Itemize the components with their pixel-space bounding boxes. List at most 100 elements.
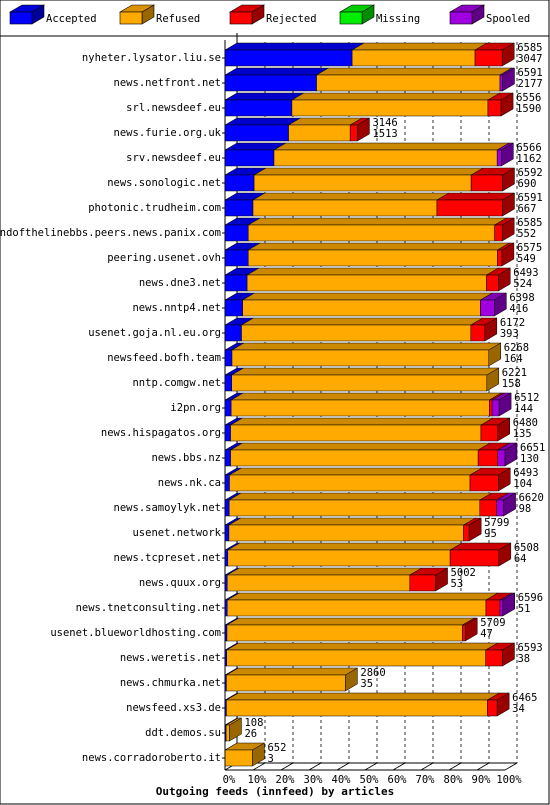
offered-label: 6596 [518,592,543,604]
x-tick [252,762,266,771]
bar [224,599,228,617]
bar [242,299,481,317]
offered-label: 5709 [480,617,505,629]
bar-top [287,117,364,126]
offered-label: 6591 [517,67,542,79]
legend-label: Missing [376,13,420,25]
bar [491,399,500,417]
bar [224,99,293,117]
y-tick-label: news.quux.org [139,577,221,589]
y-tick-label: usenet.goja.nl.eu.org [88,327,221,339]
bar-side [252,742,265,767]
offered-label: 6575 [517,242,542,254]
bar [224,499,230,517]
accepted-label: 95 [484,528,497,540]
offered-label: 3146 [372,117,397,129]
offered-label: 652 [267,742,286,754]
x-tick-label: 70% [416,774,436,786]
y-tick-label: nyheter.lysator.liu.se [82,52,221,64]
bar [224,324,242,342]
y-tick-label: news.netfront.net [114,77,221,89]
x-tick-label: 30% [304,774,324,786]
bar-side [502,192,515,217]
offered-label: 6556 [516,92,541,104]
y-tick-label: news.nntp4.net [132,302,221,314]
accepted-label: 158 [502,378,521,390]
offered-label: 6465 [512,692,537,704]
y-tick-label: nntp.comgw.net [132,377,221,389]
y-tick-label: newsfeed.bofh.team [107,352,221,364]
offered-label: 5799 [484,517,509,529]
bar-top [290,92,501,101]
bar [230,424,482,442]
accepted-label: 38 [517,653,530,665]
y-tick-label: news.chmurka.net [120,677,221,689]
offered-label: 6508 [514,542,539,554]
bar [477,449,498,467]
bar-top [224,117,302,126]
y-tick-label: usenet.network [132,527,221,539]
bar [224,174,255,192]
bar [224,399,232,417]
x-tick [420,762,434,771]
x-tick-label: 100% [496,774,522,786]
bar [224,74,317,92]
bar [470,324,486,342]
y-tick-label: endofthelinebbs.peers.news.panix.com [0,227,221,239]
bar-side [502,167,515,192]
bar [351,49,476,67]
bar-top [246,267,500,276]
bar-top [225,642,499,651]
bar [480,424,498,442]
bar-top [228,492,493,501]
bar [462,624,466,642]
bar-top [247,242,511,251]
bar-side [502,592,516,617]
accepted-label: 1590 [516,103,541,115]
bar-top [230,367,500,376]
bar-top [225,692,501,701]
offered-label: 6585 [517,42,542,54]
bar-top [241,292,494,301]
bar-top [436,192,516,201]
x-tick [448,762,462,771]
offered-label: 6172 [500,317,525,329]
bar [470,174,503,192]
accepted-label: 47 [480,628,493,640]
bar [230,449,479,467]
y-tick-label: peering.usenet.ovh [107,252,221,264]
bar-side [502,67,515,92]
offered-label: 6493 [513,467,538,479]
y-tick-label: srl.newsdeef.eu [126,102,221,114]
offered-label: 6585 [517,217,542,229]
bar [474,49,503,67]
y-tick-label: news.corradoroberto.it [82,752,221,764]
bar [228,499,481,517]
offered-label: 5002 [451,567,476,579]
bar [349,124,358,142]
bar-top [226,592,499,601]
accepted-label: 3047 [517,53,542,65]
bar-top [224,42,366,51]
offered-label: 108 [244,717,263,729]
bar [487,699,498,717]
bar [224,474,230,492]
bar [449,549,500,567]
x-tick [476,762,490,771]
bar [224,424,231,442]
bar [496,149,502,167]
bar-side [501,142,514,167]
bar [226,624,463,642]
accepted-label: 524 [513,278,532,290]
accepted-label: 104 [513,478,532,490]
bar [291,99,489,117]
accepted-label: 552 [517,228,536,240]
accepted-label: 35 [360,678,373,690]
bar-side [497,417,510,442]
legend-label: Accepted [46,13,97,25]
x-tick [364,762,378,771]
y-tick-label: news.tnetconsulting.net [76,602,221,614]
bar [273,149,498,167]
bar [229,474,471,492]
